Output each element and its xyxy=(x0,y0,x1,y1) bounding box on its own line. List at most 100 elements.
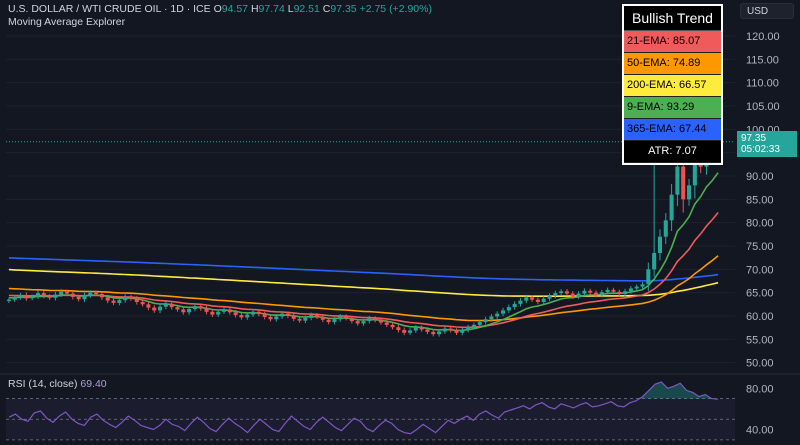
candle-body xyxy=(297,318,302,321)
candle-body xyxy=(24,295,29,299)
candle-body xyxy=(588,290,593,293)
last-price: 97.35 xyxy=(741,133,767,144)
candle-body xyxy=(274,316,279,320)
candle-body xyxy=(221,309,227,312)
candle-body xyxy=(280,313,285,317)
candle-body xyxy=(657,236,662,253)
candle-body xyxy=(541,298,546,302)
candle-body xyxy=(477,322,482,325)
close-value: 97.35 xyxy=(330,3,357,15)
legend-row-200-ema: 200-EMA: 66.57 xyxy=(624,75,721,97)
candle-body xyxy=(524,297,529,301)
rsi-label[interactable]: RSI (14, close) 69.40 xyxy=(8,378,107,390)
candle-body xyxy=(65,291,70,294)
candle-body xyxy=(570,293,575,297)
candle-body xyxy=(419,327,424,330)
candle-body xyxy=(593,292,599,295)
candle-body xyxy=(256,311,261,315)
candle-body xyxy=(506,307,511,311)
candle-body xyxy=(128,296,134,299)
legend-row-365-ema: 365-EMA: 67.44 xyxy=(624,119,721,141)
price-tick-label: 75.00 xyxy=(746,241,774,253)
candle-body xyxy=(425,329,430,332)
candle-body xyxy=(355,321,360,324)
candle-body xyxy=(402,330,407,333)
candle-body xyxy=(535,299,540,302)
candle-body xyxy=(233,312,238,316)
candle-body xyxy=(59,291,64,295)
ema-line-200-ema xyxy=(8,268,719,298)
candle-body xyxy=(303,317,308,321)
low-value: 92.51 xyxy=(293,3,320,15)
candle-body xyxy=(367,318,372,322)
candle-body xyxy=(500,310,506,314)
candle-body xyxy=(227,309,232,313)
candle-body xyxy=(175,307,180,310)
candle-body xyxy=(117,300,122,303)
candle-body xyxy=(599,292,604,295)
currency-button[interactable]: USD xyxy=(740,3,794,19)
candle-body xyxy=(163,303,168,307)
low-label: L xyxy=(287,3,294,15)
candle-body xyxy=(12,297,17,300)
candle-body xyxy=(105,297,110,301)
candle-body xyxy=(181,309,186,313)
rsi-pane xyxy=(6,381,735,441)
candle-body xyxy=(576,293,581,297)
candle-body xyxy=(495,313,500,317)
candle-body xyxy=(18,295,23,298)
candle-body xyxy=(314,315,320,317)
high-label: H xyxy=(250,3,259,15)
price-tick-label: 80.00 xyxy=(746,218,774,230)
rsi-value: 69.40 xyxy=(80,378,107,390)
candle-body xyxy=(483,319,488,323)
bar-countdown: 05:02:33 xyxy=(741,144,780,155)
candle-body xyxy=(187,309,192,313)
candle-body xyxy=(140,302,145,305)
open-label: O xyxy=(213,3,222,15)
candle-body xyxy=(413,327,418,331)
candle-body xyxy=(146,304,151,308)
candle-body xyxy=(53,294,58,298)
candle-body xyxy=(94,292,99,295)
candle-body xyxy=(692,152,697,186)
price-tick-label: 55.00 xyxy=(746,334,774,346)
price-tick-label: 110.00 xyxy=(746,78,779,90)
candle-body xyxy=(47,295,52,298)
candle-body xyxy=(448,328,453,331)
candle-body xyxy=(454,330,459,333)
candle-body xyxy=(216,311,221,315)
candle-body xyxy=(512,303,517,308)
candle-body xyxy=(6,299,11,302)
candle-body xyxy=(268,316,273,320)
price-tick-label: 65.00 xyxy=(746,288,774,300)
candle-body xyxy=(547,295,552,299)
legend-row-9-ema: 9-EMA: 93.29 xyxy=(624,97,721,119)
candle-body xyxy=(70,293,75,297)
candle-body xyxy=(471,324,476,328)
candle-body xyxy=(553,293,558,296)
candle-body xyxy=(489,316,494,320)
price-tick-label: 85.00 xyxy=(746,194,774,206)
candle-body xyxy=(373,318,378,321)
candle-body xyxy=(378,320,383,323)
candle-body xyxy=(152,307,157,311)
candle-body xyxy=(396,327,401,330)
indicator-name[interactable]: Moving Average Explorer xyxy=(8,16,126,28)
candle-body xyxy=(158,306,163,311)
candle-body xyxy=(663,220,668,237)
candle-body xyxy=(640,284,645,287)
candle-body xyxy=(460,330,465,333)
candle-body xyxy=(192,306,197,309)
candle-body xyxy=(291,316,296,319)
chart-grid xyxy=(0,35,800,375)
price-tick-label: 90.00 xyxy=(746,171,774,183)
candle-body xyxy=(134,298,139,302)
candle-body xyxy=(646,269,651,285)
rsi-line xyxy=(8,381,718,435)
price-tick-label: 70.00 xyxy=(746,264,774,276)
price-axis: 50.00 55.00 60.00 65.00 70.00 75.00 80.00 85.00… xyxy=(746,31,780,437)
candle-body xyxy=(518,300,523,304)
candle-body xyxy=(262,314,267,317)
